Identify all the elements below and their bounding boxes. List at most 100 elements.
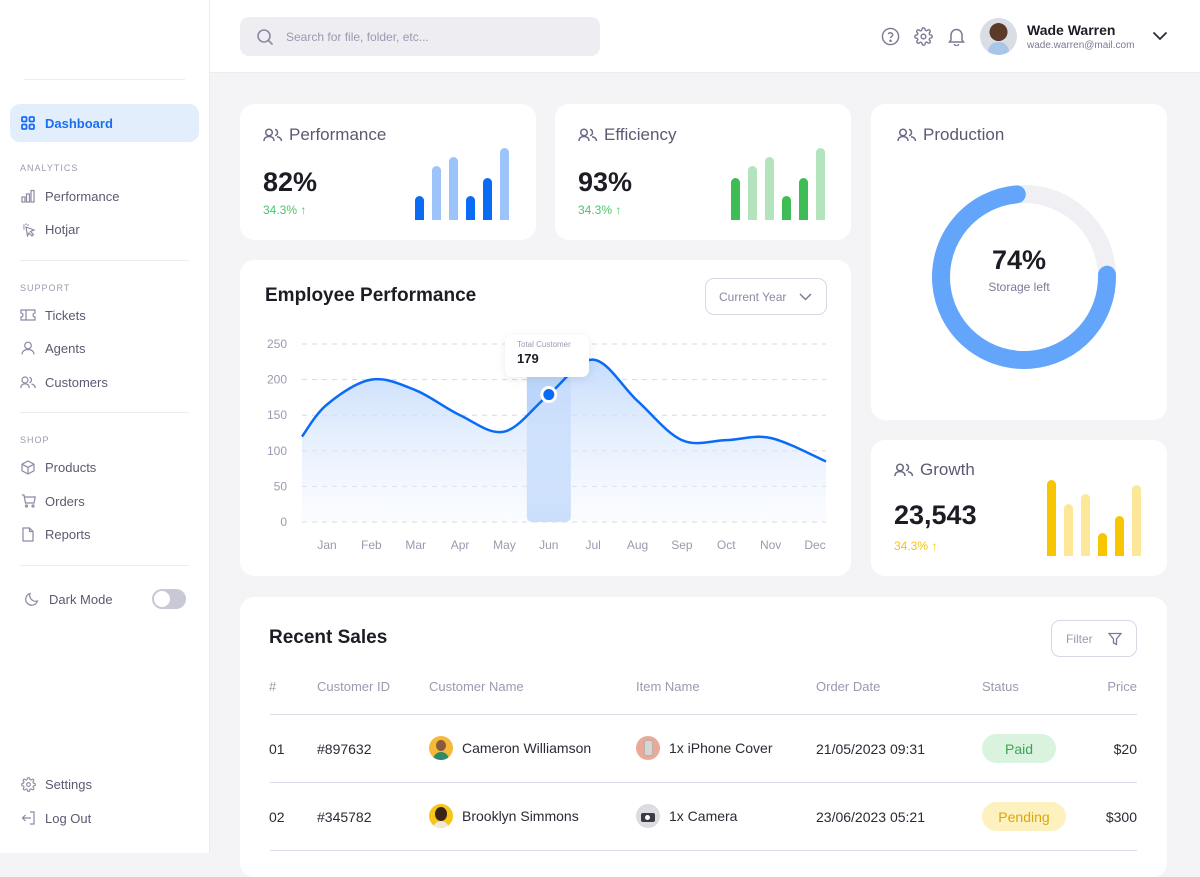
mini-bar [731,178,740,220]
mini-bar [782,196,791,220]
mini-bar [748,166,757,220]
sidebar-item-label: Orders [45,493,85,509]
status-badge-paid: Paid [982,734,1056,763]
sidebar-item-customers[interactable]: Customers [10,363,199,401]
highlight-point[interactable] [540,386,558,404]
performance-value: 82% [263,167,318,197]
column-header-item-name: Item Name [636,679,700,694]
y-tick-label: 150 [267,408,287,422]
performance-mini-chart [415,148,509,220]
chevron-down-icon[interactable] [1150,26,1170,46]
performance-card: Performance 82% 34.3% ↑ [240,104,536,240]
sidebar-item-label: Log Out [45,810,92,826]
sidebar-item-logout[interactable]: Log Out [10,799,199,837]
y-tick-label: 100 [267,444,287,458]
customer-name: Cameron Williamson [462,740,592,756]
sidebar-divider [20,260,189,261]
bell-icon[interactable] [946,26,966,46]
sidebar-item-label: Reports [45,526,91,542]
sidebar-item-performance[interactable]: Performance [10,177,199,215]
settings-gear-icon[interactable] [913,26,933,46]
tooltip-value: 179 [517,351,539,366]
sidebar-item-reports[interactable]: Reports [10,515,199,553]
ticket-icon [20,307,36,323]
mini-bar [1098,533,1107,556]
price: $20 [1113,741,1137,757]
x-tick-label: Sep [671,538,693,552]
y-tick-label: 50 [274,479,288,493]
recent-sales-title: Recent Sales [269,627,388,648]
chart-title: Employee Performance [265,285,477,306]
sidebar-divider [20,412,189,413]
customer-name-cell: Cameron Williamson [429,736,591,760]
period-select[interactable]: Current Year [705,278,827,315]
employee-performance-chart: 0 50 100 150 200 250 Jan Feb Mar Apr May Jun Jul Aug… [267,337,827,552]
sidebar-item-agents[interactable]: Agents [10,329,199,367]
sidebar-item-products[interactable]: Products [10,448,199,486]
efficiency-card: Efficiency 93% 34.3% ↑ [555,104,851,240]
mini-bar [816,148,825,220]
period-select-value: Current Year [719,289,787,304]
users-icon [894,463,914,477]
status-badge-pending: Pending [982,802,1066,831]
section-label-support: SUPPORT [20,283,71,293]
column-header-customer-name: Customer Name [429,679,524,694]
x-tick-label: Aug [627,538,648,552]
mini-bar [500,148,509,220]
column-header-number: # [269,679,277,694]
users-icon [263,128,283,142]
filter-button[interactable]: Filter [1051,620,1137,657]
donut-progress-arc [931,185,1116,369]
sidebar-item-settings[interactable]: Settings [10,765,199,803]
x-tick-label: Nov [760,538,781,552]
item-cell: 1x Camera [636,804,737,828]
bar-chart-icon [20,188,36,204]
sidebar-item-label: Agents [45,340,86,356]
sidebar-divider [20,565,189,566]
sidebar-item-hotjar[interactable]: Hotjar [10,210,199,248]
card-title: Growth [894,460,975,480]
x-tick-label: Jul [586,538,601,552]
growth-delta: 34.3% ↑ [894,539,938,553]
mini-bar [1132,485,1141,556]
x-tick-label: Mar [405,538,426,552]
dark-mode-toggle[interactable] [152,589,186,609]
x-tick-label: Apr [451,538,470,552]
area-fill [302,359,826,522]
table-divider [270,850,1137,851]
growth-mini-chart [1047,480,1141,556]
sidebar-item-label: Dashboard [45,115,113,131]
item-cell: 1x iPhone Cover [636,736,773,760]
card-title-text: Growth [920,460,975,479]
production-donut [931,185,1116,369]
card-title: Efficiency [578,125,676,145]
sidebar-divider [24,79,185,80]
item-name: 1x iPhone Cover [669,740,773,756]
growth-value: 23,543 [894,500,977,530]
mini-bar [1115,516,1124,556]
sidebar-item-dashboard[interactable]: Dashboard [10,104,199,142]
chart-tooltip: Total Customer 179 [505,335,589,377]
sidebar-item-label: Customers [45,374,108,390]
y-tick-label: 200 [267,373,287,387]
users-icon [20,374,36,390]
table-divider [270,782,1137,783]
sidebar-item-orders[interactable]: Orders [10,482,199,520]
recent-sales-card: Recent Sales Filter # Customer ID Custom… [240,597,1167,877]
x-tick-label: Dec [804,538,825,552]
grid-icon [20,115,36,131]
help-icon[interactable] [880,26,900,46]
user-avatar[interactable] [980,18,1017,55]
order-date: 23/06/2023 05:21 [816,809,925,825]
chevron-down-icon [799,292,812,301]
card-title-text: Efficiency [604,125,677,144]
box-icon [20,459,36,475]
row-number: 02 [269,809,285,825]
search-input[interactable] [286,29,566,44]
sidebar-item-label: Hotjar [45,221,80,237]
mini-bar [449,157,458,220]
customer-id: #345782 [317,809,372,825]
y-tick-label: 250 [267,337,287,351]
x-tick-label: Jan [317,538,336,552]
sidebar-item-tickets[interactable]: Tickets [10,296,199,334]
